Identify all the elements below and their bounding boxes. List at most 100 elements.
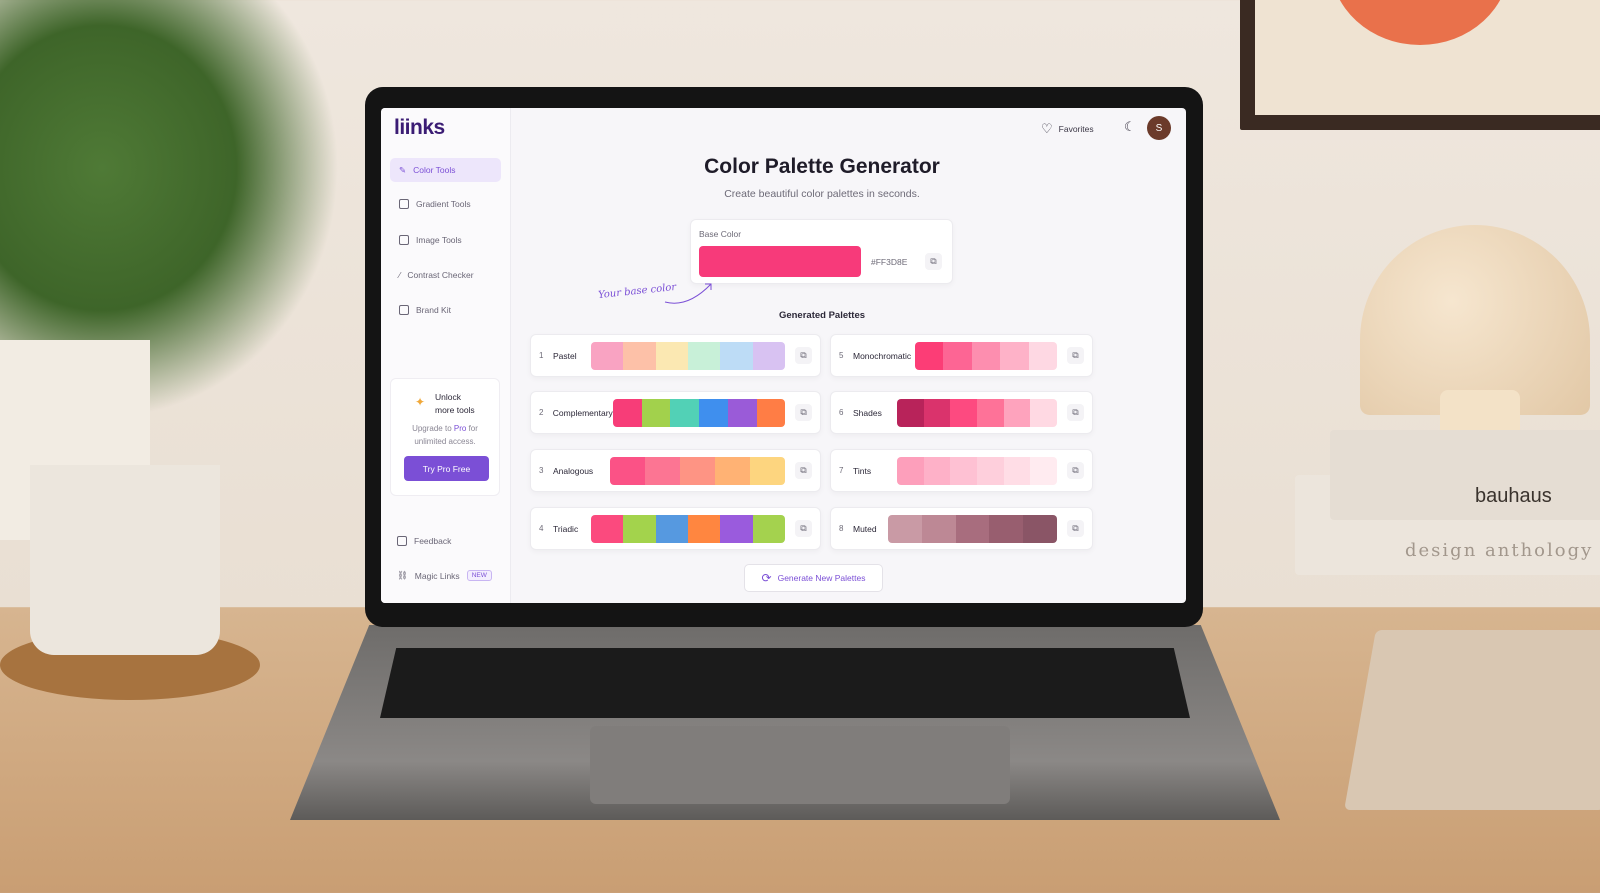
color-swatch[interactable] (955, 514, 990, 543)
palette-card[interactable]: 5 Monochromatic ⧉ (830, 334, 1093, 377)
sidebar-item-gradient-tools[interactable]: Gradient Tools (390, 192, 501, 216)
moon-icon[interactable]: ☾ (1124, 119, 1136, 134)
palette-card[interactable]: 4 Triadic ⧉ (530, 507, 821, 550)
color-swatch[interactable] (687, 341, 721, 370)
palette-strip[interactable] (591, 341, 785, 370)
color-swatch[interactable] (915, 341, 944, 370)
coffee-mug (30, 465, 220, 655)
color-swatch[interactable] (591, 514, 624, 543)
palette-card[interactable]: 1 Pastel ⧉ (530, 334, 821, 377)
base-color-swatch[interactable] (699, 246, 861, 277)
color-swatch[interactable] (989, 514, 1024, 543)
color-swatch[interactable] (971, 341, 1001, 370)
sidebar-item-image-tools[interactable]: Image Tools (390, 228, 501, 252)
copy-icon[interactable]: ⧉ (1067, 347, 1084, 364)
color-swatch[interactable] (752, 341, 785, 370)
palette-strip[interactable] (897, 398, 1057, 427)
palette-number: 2 (539, 408, 544, 417)
color-swatch[interactable] (623, 514, 656, 543)
copy-icon[interactable]: ⧉ (925, 253, 942, 270)
copy-icon[interactable]: ⧉ (795, 462, 812, 479)
palette-strip[interactable] (888, 514, 1057, 543)
new-badge: NEW (466, 570, 492, 581)
palette-name: Monochromatic (853, 350, 912, 361)
sidebar-item-brand-kit[interactable]: Brand Kit (390, 298, 501, 322)
palette-card[interactable]: 2 Complementary ⧉ (530, 391, 821, 434)
color-swatch[interactable] (655, 514, 688, 543)
color-swatch[interactable] (752, 514, 785, 543)
palette-strip[interactable] (591, 514, 785, 543)
logo[interactable]: liinks (394, 116, 445, 139)
color-swatch[interactable] (950, 456, 978, 485)
magic-wand-icon: ⁄ (399, 270, 401, 280)
color-swatch[interactable] (680, 456, 715, 485)
color-swatch[interactable] (720, 514, 753, 543)
base-color-label: Base Color (699, 229, 742, 239)
color-swatch[interactable] (727, 398, 757, 427)
color-swatch[interactable] (977, 398, 1004, 427)
color-swatch[interactable] (623, 341, 656, 370)
color-swatch[interactable] (610, 456, 645, 485)
sidebar-item-label: Contrast Checker (407, 270, 474, 280)
palette-card[interactable]: 8 Muted ⧉ (830, 507, 1093, 550)
color-swatch[interactable] (943, 341, 972, 370)
palette-card[interactable]: 6 Shades ⧉ (830, 391, 1093, 434)
color-swatch[interactable] (977, 456, 1004, 485)
copy-icon[interactable]: ⧉ (1067, 520, 1084, 537)
palette-number: 7 (839, 466, 844, 475)
color-swatch[interactable] (720, 341, 753, 370)
palette-strip[interactable] (897, 456, 1057, 485)
magic-links-label: Magic Links (414, 570, 460, 581)
color-swatch[interactable] (1030, 398, 1057, 427)
favorites-button[interactable]: ♡ Favorites (1041, 121, 1094, 137)
color-swatch[interactable] (641, 398, 671, 427)
color-swatch[interactable] (1003, 398, 1031, 427)
color-swatch[interactable] (1003, 456, 1031, 485)
color-swatch[interactable] (1000, 341, 1029, 370)
avatar[interactable]: S (1147, 116, 1171, 140)
color-swatch[interactable] (897, 456, 924, 485)
copy-icon[interactable]: ⧉ (1067, 404, 1084, 421)
palette-card[interactable]: 3 Analogous ⧉ (530, 449, 821, 492)
color-swatch[interactable] (1023, 514, 1057, 543)
copy-icon[interactable]: ⧉ (1067, 462, 1084, 479)
palette-number: 4 (539, 524, 544, 533)
palette-strip[interactable] (915, 341, 1057, 370)
color-swatch[interactable] (950, 398, 978, 427)
color-swatch[interactable] (655, 341, 688, 370)
color-swatch[interactable] (670, 398, 700, 427)
color-swatch[interactable] (645, 456, 680, 485)
page-subtitle: Create beautiful color palettes in secon… (724, 188, 920, 200)
palette-name: Shades (853, 407, 882, 418)
palette-number: 3 (539, 466, 544, 475)
palette-strip[interactable] (612, 398, 786, 427)
generate-palettes-button[interactable]: ⟳ Generate New Palettes (744, 564, 883, 592)
sidebar-item-contrast-checker[interactable]: ⁄ Contrast Checker (390, 263, 501, 287)
copy-icon[interactable]: ⧉ (795, 520, 812, 537)
try-pro-button[interactable]: Try Pro Free (404, 456, 489, 481)
color-swatch[interactable] (612, 398, 642, 427)
color-swatch[interactable] (591, 341, 624, 370)
pen-icon: ✎ (399, 164, 407, 175)
copy-icon[interactable]: ⧉ (795, 347, 812, 364)
palette-strip[interactable] (610, 456, 785, 485)
color-swatch[interactable] (897, 398, 924, 427)
color-swatch[interactable] (923, 398, 951, 427)
feedback-link[interactable]: Feedback (397, 536, 451, 546)
copy-icon[interactable]: ⧉ (795, 404, 812, 421)
color-swatch[interactable] (699, 398, 728, 427)
magic-links-link[interactable]: ⛓ Magic Links NEW (397, 570, 492, 581)
color-swatch[interactable] (687, 514, 721, 543)
color-swatch[interactable] (888, 514, 922, 543)
color-swatch[interactable] (1030, 456, 1057, 485)
color-swatch[interactable] (715, 456, 750, 485)
color-swatch[interactable] (921, 514, 956, 543)
color-swatch[interactable] (750, 456, 785, 485)
sidebar-item-color-tools[interactable]: ✎ Color Tools (390, 158, 501, 182)
palette-card[interactable]: 7 Tints ⧉ (830, 449, 1093, 492)
color-swatch[interactable] (1028, 341, 1057, 370)
color-swatch[interactable] (756, 398, 786, 427)
color-swatch[interactable] (923, 456, 951, 485)
upgrade-card: ✦ Unlock more tools Upgrade to Pro for unl… (390, 378, 500, 496)
base-color-hex[interactable]: #FF3D8E (871, 257, 908, 267)
